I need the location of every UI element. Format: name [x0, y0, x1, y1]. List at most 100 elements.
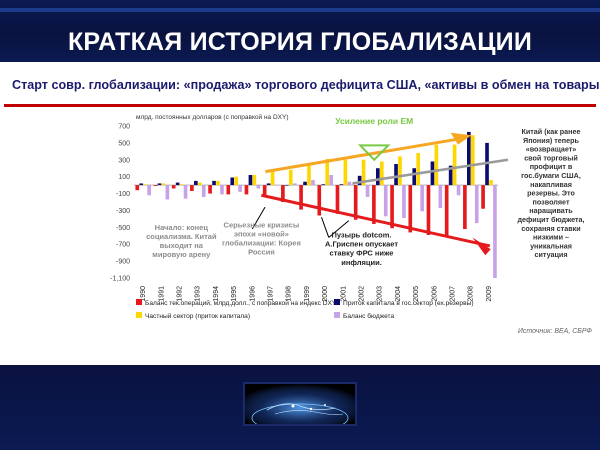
bar [208, 185, 212, 194]
bar [489, 180, 493, 186]
bar [444, 185, 449, 238]
bar [353, 185, 358, 220]
y-tick-label: -100 [116, 191, 130, 198]
x-tick-label: 2007 [450, 286, 457, 302]
source-note: Источник: BEA, СБРФ [518, 328, 592, 335]
bar [165, 185, 170, 200]
bar [183, 185, 188, 199]
dotcom-pointer-2 [328, 220, 350, 238]
x-tick-label: 1994 [213, 286, 220, 302]
x-tick-label: 2008 [468, 286, 475, 302]
bar [135, 185, 140, 191]
bar [288, 169, 293, 186]
bar [226, 185, 231, 195]
bar [383, 185, 388, 217]
x-tick-label: 2003 [377, 286, 384, 302]
china-note: сохраняя ставки [521, 224, 580, 233]
bar [329, 174, 333, 186]
bar [372, 185, 376, 224]
dotcom-note: ставку ФРС ниже [330, 249, 394, 258]
china-note: уникальная [530, 241, 572, 250]
bar [307, 163, 311, 186]
bar [321, 184, 326, 186]
china-note: гос.бумаги США, [521, 171, 581, 180]
bar [299, 185, 303, 210]
legend-label: Баланс бюджета [343, 312, 395, 320]
x-tick-label: 2009 [486, 286, 493, 302]
bar [357, 175, 362, 186]
bar [398, 156, 402, 186]
bar [325, 158, 330, 186]
bar [252, 174, 257, 186]
crises-note: эпохи «новой» [234, 229, 289, 238]
bar [171, 185, 176, 189]
x-tick-label: 2005 [413, 286, 420, 302]
china-note: свой торговый [524, 153, 578, 162]
bar [420, 185, 424, 212]
bar [474, 185, 479, 224]
y-tick-label: 500 [118, 140, 130, 147]
bar [394, 164, 398, 186]
bar [248, 174, 253, 186]
dotcom-note: Пузырь dotcom. [331, 230, 391, 239]
legend-swatch [334, 312, 340, 318]
bar [161, 183, 166, 186]
bar [270, 171, 275, 186]
bar [311, 180, 315, 186]
bar [285, 185, 289, 186]
bar [317, 185, 322, 216]
bar [197, 182, 202, 186]
dotcom-note: А.Гриспен опускает [325, 240, 398, 249]
bar [430, 161, 435, 186]
x-tick-label: 2002 [359, 286, 366, 302]
bar [379, 161, 384, 186]
bar [234, 176, 239, 186]
bar [216, 180, 220, 186]
bar [412, 168, 417, 186]
bar [456, 185, 461, 196]
bar [157, 183, 162, 186]
y-tick-label: 700 [118, 124, 130, 131]
bar [347, 181, 352, 186]
bar [493, 185, 497, 278]
bar [452, 144, 457, 186]
bar [365, 185, 370, 197]
china-note: дефицит бюджета, [517, 215, 584, 224]
china-note: «возвращает» [526, 145, 577, 154]
chart-area: млрд. постоянных долларов (с поправкой н… [4, 108, 596, 358]
crises-note: Россия [248, 248, 275, 257]
bar [408, 185, 413, 233]
y-tick-label: -500 [116, 225, 130, 232]
bar [303, 181, 307, 186]
x-tick-label: 1998 [286, 286, 293, 302]
bar [361, 159, 366, 186]
bar [481, 185, 485, 209]
china-note: позволяет [533, 197, 570, 206]
x-tick-label: 1993 [195, 286, 202, 302]
y-tick-label: -1,100 [110, 276, 130, 283]
bar [463, 185, 467, 230]
em-trend-arrow [265, 136, 466, 174]
legend-swatch [136, 312, 142, 318]
bar [343, 159, 348, 186]
dotcom-pointer [320, 217, 330, 238]
bar [147, 185, 151, 196]
x-tick-label: 1997 [268, 286, 275, 302]
china-note: профицит в [530, 162, 573, 171]
legend-label: Частный сектор (приток капитала) [145, 312, 250, 320]
x-tick-label: 2004 [395, 286, 402, 302]
bar [339, 184, 344, 186]
dotcom-note: инфляции. [341, 258, 382, 267]
bar [467, 131, 471, 186]
x-tick-label: 1999 [304, 286, 311, 302]
bar [434, 144, 439, 186]
bar [190, 185, 194, 192]
socialism-note: выходит на [160, 241, 204, 250]
x-tick-label: 2006 [431, 286, 438, 302]
china-note: Китай (как ранее [521, 127, 580, 136]
subtitle-bar: Старт совр. глобализации: «продажа» торг… [4, 68, 600, 107]
y-tick-label: 300 [118, 157, 130, 164]
bar [201, 185, 206, 197]
deficit-trend-arrowhead [472, 237, 491, 256]
bar [175, 182, 180, 186]
